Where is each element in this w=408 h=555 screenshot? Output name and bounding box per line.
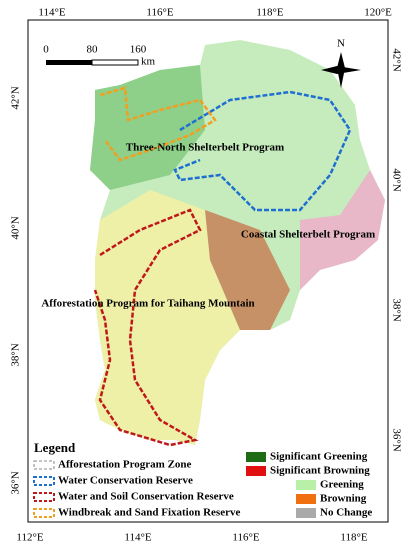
legend-label: Significant Browning <box>270 465 370 477</box>
lon-label: 116°E <box>232 532 259 544</box>
lat-label: 40°N <box>390 168 402 191</box>
water-conservation-reserve <box>173 90 352 212</box>
legend-swatch <box>33 460 55 470</box>
lon-label: 114°E <box>38 7 65 19</box>
scale-label: 160 <box>130 44 147 56</box>
lon-label: 118°E <box>256 7 283 19</box>
legend-swatch <box>296 480 316 490</box>
lon-label: 112°E <box>16 532 43 544</box>
scale-unit: km <box>141 56 156 68</box>
legend-label: Greening <box>320 479 364 491</box>
taihang-zone <box>95 190 240 445</box>
scale-label: 0 <box>43 44 49 56</box>
scale-bar <box>46 60 92 65</box>
north-arrow <box>321 66 361 74</box>
lat-label: 40°N <box>10 216 22 239</box>
legend-label: Windbreak and Sand Fixation Reserve <box>58 507 240 519</box>
legend-swatch <box>296 508 316 518</box>
soil-conservation-reserve <box>93 208 202 447</box>
scale-label: 80 <box>87 44 99 56</box>
region-label: Coastal Shelterbelt Program <box>241 229 375 241</box>
region-label: Three-North Shelterbelt Program <box>126 142 284 154</box>
lat-label: 38°N <box>390 298 402 321</box>
legend-swatch <box>246 452 266 462</box>
lon-label: 116°E <box>146 7 173 19</box>
legend-label: Water and Soil Conservation Reserve <box>58 491 234 503</box>
lat-label: 36°N <box>10 471 22 494</box>
lon-label: 120°E <box>364 7 392 19</box>
lat-label: 38°N <box>10 343 22 366</box>
lat-label: 42°N <box>390 48 402 71</box>
legend-swatch <box>246 466 266 476</box>
browning-area <box>205 210 290 330</box>
coastal-zone <box>300 170 385 290</box>
north-label: N <box>337 38 345 50</box>
lon-label: 114°E <box>124 532 151 544</box>
legend-label: Water Conservation Reserve <box>58 475 193 487</box>
legend-title: Legend <box>34 440 76 455</box>
windbreak-reserve <box>99 86 217 162</box>
lat-label: 42°N <box>10 86 22 109</box>
legend-swatch <box>296 494 316 504</box>
legend-label: Significant Greening <box>270 451 368 463</box>
legend-label: Afforestation Program Zone <box>58 459 192 471</box>
legend-swatch <box>33 476 55 486</box>
lon-label: 118°E <box>340 532 367 544</box>
legend-swatch <box>33 492 55 502</box>
region-label: Afforestation Program for Taihang Mounta… <box>41 298 254 310</box>
legend-label: No Change <box>320 507 372 519</box>
legend-swatch <box>33 508 55 518</box>
legend-label: Browning <box>320 493 367 505</box>
lat-label: 36°N <box>390 428 402 451</box>
scale-bar <box>91 59 139 66</box>
